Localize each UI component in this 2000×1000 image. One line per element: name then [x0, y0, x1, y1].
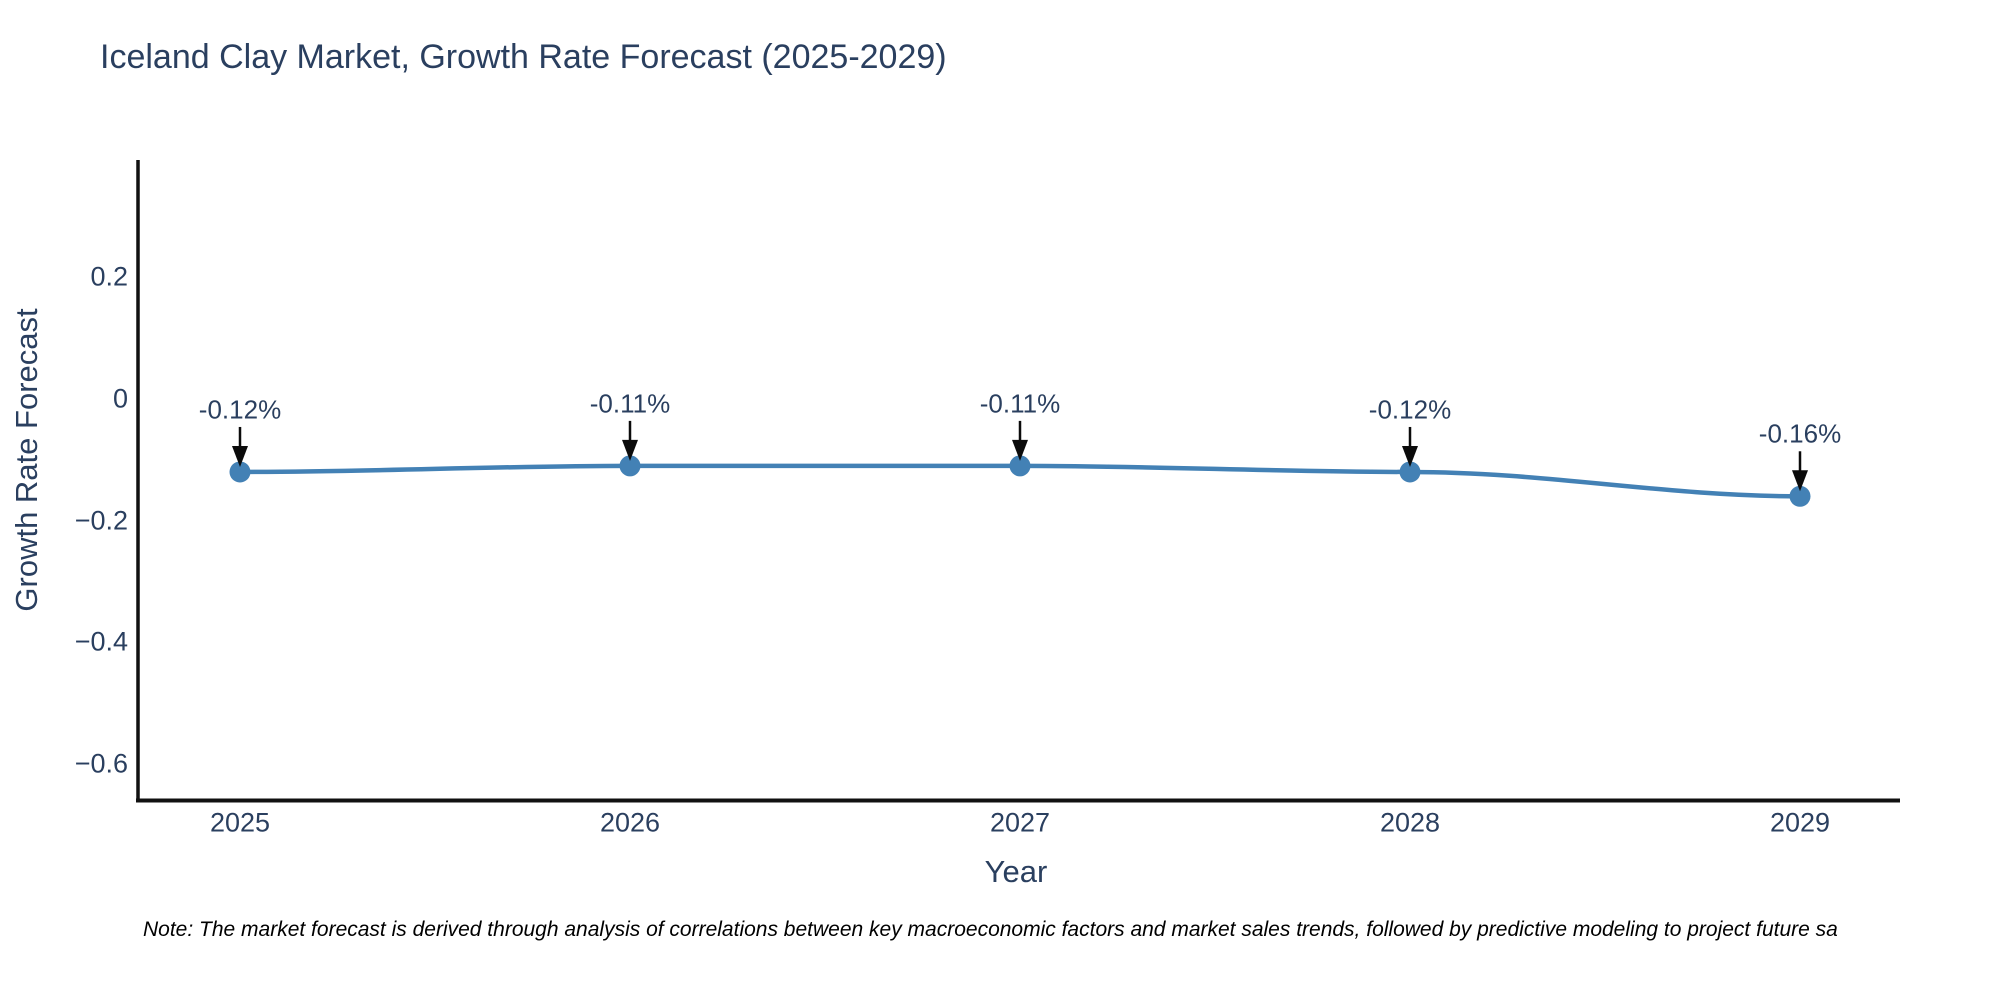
arrow-head-2025 — [232, 445, 248, 467]
y-tick-label: −0.2 — [74, 505, 128, 536]
x-tick-label: 2027 — [989, 807, 1051, 838]
x-tick-label: 2026 — [599, 807, 661, 838]
point-value-label: -0.12% — [1368, 394, 1452, 425]
x-tick-label: 2025 — [209, 807, 271, 838]
arrow-head-2027 — [1012, 439, 1028, 461]
arrow-head-2026 — [622, 439, 638, 461]
x-tick-label: 2029 — [1769, 807, 1831, 838]
arrow-head-2029 — [1792, 470, 1808, 492]
y-tick-label: −0.4 — [74, 626, 128, 657]
point-value-label: -0.11% — [979, 388, 1061, 419]
y-tick-label: −0.6 — [74, 748, 128, 779]
y-tick-label: 0 — [112, 383, 128, 414]
x-axis-title: Year — [984, 854, 1048, 889]
axes — [136, 160, 1900, 803]
data-point-markers — [229, 455, 1811, 507]
data-point-2025 — [229, 461, 251, 483]
data-point-2027 — [1009, 455, 1031, 477]
point-value-label: -0.16% — [1758, 418, 1842, 449]
x-tick-label: 2028 — [1379, 807, 1441, 838]
data-point-2028 — [1399, 461, 1421, 483]
data-point-2026 — [619, 455, 641, 477]
point-value-label: -0.12% — [198, 394, 282, 425]
annotation-arrows — [232, 420, 1808, 492]
data-point-2029 — [1789, 485, 1811, 507]
arrow-head-2028 — [1402, 445, 1418, 467]
point-value-label: -0.11% — [589, 388, 671, 419]
chart-title: Iceland Clay Market, Growth Rate Forecas… — [100, 38, 947, 76]
footnote: Note: The market forecast is derived thr… — [143, 918, 1838, 941]
y-tick-label: 0.2 — [90, 261, 128, 292]
